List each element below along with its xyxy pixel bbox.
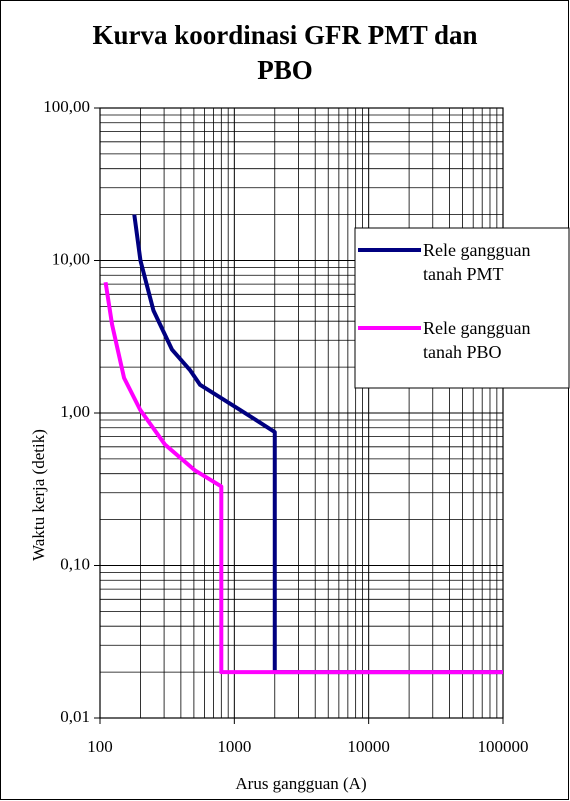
legend-label: Rele gangguan tanah PBO <box>423 318 531 362</box>
y-axis-label: Waktu kerja (detik) <box>29 429 48 561</box>
y-tick-label: 1,00 <box>60 402 90 421</box>
series-line <box>103 281 503 675</box>
y-tick-label: 10,00 <box>52 249 90 268</box>
series-line <box>132 214 503 675</box>
y-tick-label: 100,00 <box>43 97 90 116</box>
x-tick-label: 100 <box>87 737 113 756</box>
x-tick-label: 1000 <box>217 737 251 756</box>
x-tick-label: 10000 <box>347 737 390 756</box>
x-axis-label: Arus gangguan (A) <box>235 774 366 793</box>
y-tick-label: 0,10 <box>60 554 90 573</box>
chart-title: Kurva koordinasi GFR PMT dan PBO <box>92 20 478 85</box>
plot-border <box>99 107 504 719</box>
legend-label: Rele gangguan tanah PMT <box>423 240 531 284</box>
y-tick-label: 0,01 <box>60 707 90 726</box>
x-tick-label: 100000 <box>478 737 529 756</box>
legend-box <box>354 227 570 389</box>
